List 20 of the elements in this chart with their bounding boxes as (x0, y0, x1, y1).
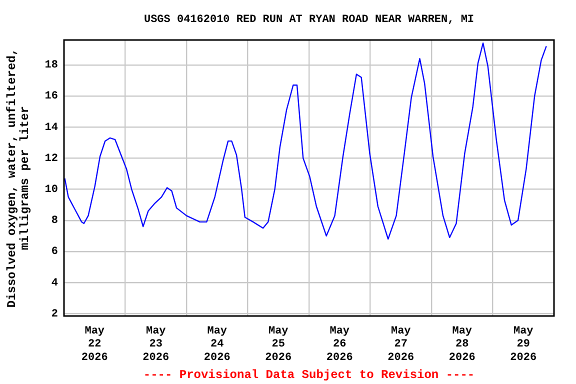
y-tick-label: 18 (44, 60, 58, 72)
y-tick-label: 6 (51, 246, 58, 258)
x-tick-label: May 29 2026 (510, 325, 537, 364)
y-axis-title: Dissolved oxygen, water, unfiltered, milligrams per liter (5, 48, 32, 308)
x-tick-label: May 28 2026 (448, 325, 476, 364)
x-tick-label: May 23 2026 (142, 325, 170, 364)
y-tick-label: 4 (51, 277, 58, 290)
y-tick-label: 10 (44, 184, 58, 196)
chart-title: USGS 04162010 RED RUN AT RYAN ROAD NEAR WARREN, MI (144, 14, 474, 26)
x-tick-label: May 26 2026 (326, 325, 353, 364)
x-tick-label: May 22 2026 (81, 325, 108, 364)
y-tick-label: 2 (51, 308, 58, 320)
y-tick-label: 8 (51, 215, 58, 228)
y-tick-label: 12 (44, 152, 58, 165)
x-tick-label: May 24 2026 (204, 325, 230, 364)
y-tick-label: 14 (44, 122, 58, 134)
x-tick-label: May 27 2026 (388, 325, 414, 364)
y-tick-label: 16 (44, 90, 58, 103)
x-tick-label: May 25 2026 (265, 325, 292, 364)
text: ---- Provisional Data Subject to Revision ---- (143, 368, 475, 382)
